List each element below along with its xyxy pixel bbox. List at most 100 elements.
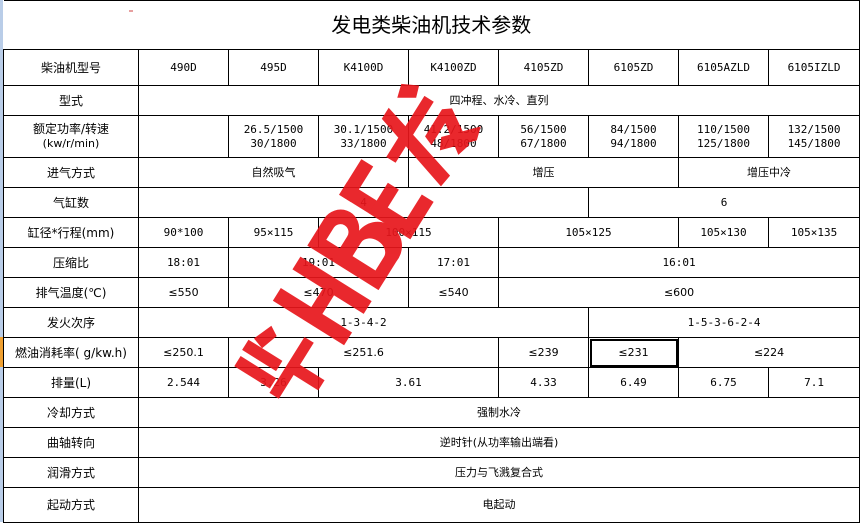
table-row: 燃油消耗率( g/kw.h) ≤250.1 ≤251.6 ≤239 ≤231 ≤… — [3, 337, 860, 368]
table-row: 柴油机型号 490D 495D K4100D K4100ZD 4105ZD 61… — [3, 49, 860, 86]
selected-cell[interactable]: ≤231 — [588, 337, 679, 368]
cell[interactable]: 110/1500 125/1800 — [678, 115, 769, 158]
table-row: 气缸数 4 6 — [3, 187, 860, 218]
row-label[interactable]: 曲轴转向 — [3, 427, 139, 458]
cell[interactable]: 增压中冷 — [677, 157, 860, 188]
cell[interactable]: 16:01 — [497, 247, 860, 278]
cell[interactable]: K4100ZD — [408, 49, 499, 86]
cell[interactable]: ≤470 — [228, 277, 409, 308]
cell[interactable]: 26.5/1500 30/1800 — [228, 115, 319, 158]
cell[interactable] — [138, 115, 229, 158]
cell[interactable]: 100×115 — [318, 217, 499, 248]
cell[interactable]: 19:01 — [228, 247, 409, 278]
row-label[interactable]: 气缸数 — [3, 187, 139, 218]
table-row: 润滑方式 压力与飞溅复合式 — [3, 457, 860, 488]
line: 67/1800 — [520, 136, 567, 150]
cell[interactable]: ≤600 — [497, 277, 860, 308]
cell[interactable]: 105×130 — [678, 217, 769, 248]
cell[interactable]: 30.1/1500 33/1800 — [318, 115, 409, 158]
cell[interactable]: 6105ZD — [588, 49, 679, 86]
cell[interactable]: 增压 — [408, 157, 679, 188]
line: 56/1500 — [520, 122, 567, 136]
cell[interactable]: ≤540 — [408, 277, 499, 308]
row-label[interactable]: 起动方式 — [3, 487, 139, 523]
row-label[interactable]: 缸径*行程(mm) — [3, 217, 139, 248]
cell[interactable]: 95×115 — [228, 217, 319, 248]
cell[interactable]: 90*100 — [138, 217, 229, 248]
cell[interactable]: 6 — [587, 187, 860, 218]
cell[interactable]: 105×135 — [767, 217, 860, 248]
line: 125/1800 — [697, 136, 750, 150]
cell[interactable]: 4.33 — [498, 367, 589, 398]
cell[interactable]: 17:01 — [408, 247, 499, 278]
cell[interactable]: 强制水冷 — [137, 397, 860, 428]
cell[interactable]: 2.544 — [138, 367, 229, 398]
table-title[interactable]: 发电类柴油机技术参数 — [3, 0, 860, 50]
line: 84/1500 — [610, 122, 657, 136]
table-row: 冷却方式 强制水冷 — [3, 397, 860, 428]
cell[interactable]: 4105ZD — [498, 49, 589, 86]
cell[interactable]: 1-5-3-6-2-4 — [587, 307, 860, 338]
cell[interactable]: 18:01 — [138, 247, 229, 278]
cell[interactable]: 6105AZLD — [678, 49, 769, 86]
table-row: 曲轴转向 逆时针(从功率输出端看) — [3, 427, 860, 458]
cell[interactable]: ≤250.1 — [138, 337, 229, 368]
active-row-indicator — [0, 337, 3, 367]
line: 48/1800 — [430, 136, 477, 150]
table-row: 排量(L) 2.544 3.26 3.61 4.33 6.49 6.75 7.1 — [3, 367, 860, 398]
cell[interactable]: ≤550 — [138, 277, 229, 308]
cell[interactable]: ≤224 — [677, 337, 860, 368]
cell[interactable]: 6105IZLD — [767, 49, 860, 86]
row-label[interactable]: 进气方式 — [3, 157, 139, 188]
cell[interactable]: ≤239 — [498, 337, 589, 368]
label-unit: (kw/r/min) — [42, 137, 100, 150]
row-label[interactable]: 润滑方式 — [3, 457, 139, 488]
table-row: 排气温度(℃) ≤550 ≤470 ≤540 ≤600 — [3, 277, 860, 308]
cell[interactable]: 495D — [228, 49, 319, 86]
line: 145/1800 — [787, 136, 841, 150]
cell[interactable]: 84/1500 94/1800 — [588, 115, 679, 158]
cell[interactable]: 56/1500 67/1800 — [498, 115, 589, 158]
cell[interactable]: K4100D — [318, 49, 409, 86]
table-row: 压缩比 18:01 19:01 17:01 16:01 — [3, 247, 860, 278]
row-label[interactable]: 额定功率/转速 (kw/r/min) — [3, 115, 139, 158]
cell[interactable]: 4 — [138, 187, 589, 218]
table-row: 进气方式 自然吸气 增压 增压中冷 — [3, 157, 860, 188]
line: 33/1800 — [340, 136, 387, 150]
cell[interactable]: 7.1 — [767, 367, 860, 398]
cell[interactable]: 自然吸气 — [138, 157, 409, 188]
line: 30/1800 — [250, 136, 297, 150]
table-row: 起动方式 电起动 — [3, 487, 860, 523]
row-label[interactable]: 燃油消耗率( g/kw.h) — [3, 337, 139, 368]
row-label[interactable]: 排气温度(℃) — [3, 277, 139, 308]
cell[interactable]: 逆时针(从功率输出端看) — [137, 427, 860, 458]
table-row: 发火次序 1-3-4-2 1-5-3-6-2-4 — [3, 307, 860, 338]
cell[interactable]: 3.26 — [228, 367, 319, 398]
row-label[interactable]: 排量(L) — [3, 367, 139, 398]
label-line: 额定功率/转速 — [32, 122, 110, 136]
cell[interactable]: 1-3-4-2 — [138, 307, 589, 338]
sheet-left-edge — [0, 0, 3, 522]
line: 41.2/1500 — [423, 122, 484, 136]
cell[interactable]: ≤251.6 — [228, 337, 499, 368]
cell[interactable]: 41.2/1500 48/1800 — [408, 115, 499, 158]
row-label[interactable]: 柴油机型号 — [3, 49, 139, 86]
row-label[interactable]: 发火次序 — [3, 307, 139, 338]
cell[interactable]: 四冲程、水冷、直列 — [137, 85, 860, 116]
line: 110/1500 — [697, 122, 750, 136]
cell[interactable]: 105×125 — [498, 217, 679, 248]
line: 30.1/1500 — [333, 122, 394, 136]
row-label[interactable]: 型式 — [3, 85, 139, 116]
cell[interactable]: 6.75 — [678, 367, 769, 398]
cell[interactable]: 132/1500 145/1800 — [767, 115, 860, 158]
spec-table: 发电类柴油机技术参数 柴油机型号 490D 495D K4100D K4100Z… — [3, 0, 860, 523]
row-label[interactable]: 冷却方式 — [3, 397, 139, 428]
table-row: 缸径*行程(mm) 90*100 95×115 100×115 105×125 … — [3, 217, 860, 248]
line: 132/1500 — [787, 122, 841, 136]
cell[interactable]: 490D — [138, 49, 229, 86]
cell[interactable]: 电起动 — [137, 487, 860, 523]
cell[interactable]: 6.49 — [588, 367, 679, 398]
cell[interactable]: 压力与飞溅复合式 — [137, 457, 860, 488]
cell[interactable]: 3.61 — [318, 367, 499, 398]
row-label[interactable]: 压缩比 — [3, 247, 139, 278]
